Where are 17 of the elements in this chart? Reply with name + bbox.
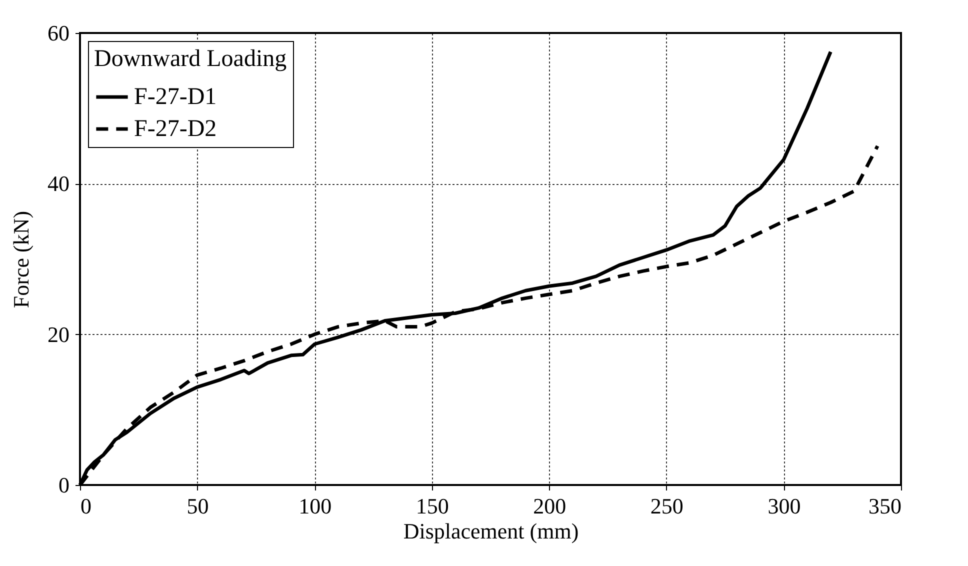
legend-label: F-27-D1 [134, 84, 217, 110]
y-tick-label: 20 [48, 322, 70, 347]
legend-title: Downward Loading [94, 46, 287, 72]
x-tick-label: 300 [768, 494, 801, 518]
x-tick-label: 0 [80, 494, 92, 518]
x-axis-title: Displacement (mm) [403, 518, 579, 544]
y-axis-title: Force (kN) [8, 210, 34, 308]
x-tick-label: 200 [533, 494, 566, 518]
y-tick-label: 60 [48, 20, 70, 46]
x-tick-label: 150 [416, 494, 449, 518]
legend-label: F-27-D2 [134, 116, 217, 142]
x-tick-label: 50 [186, 494, 209, 518]
x-tick-label: 250 [650, 494, 684, 518]
y-tick-label: 0 [58, 472, 70, 498]
x-tick-label: 100 [298, 494, 332, 518]
x-tick-label: 350 [868, 494, 902, 518]
y-tick-label: 40 [48, 171, 70, 196]
